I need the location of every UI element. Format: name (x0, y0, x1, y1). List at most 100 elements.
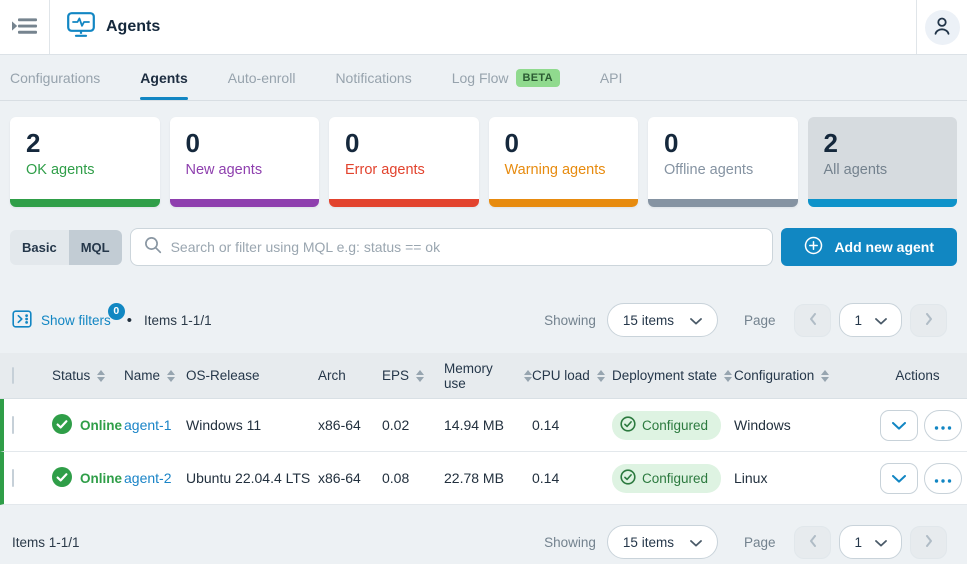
user-menu-button[interactable] (924, 9, 960, 45)
page-label: Page (743, 534, 776, 550)
column-header-configuration[interactable]: Configuration (734, 368, 880, 383)
deployment-state-badge: Configured (612, 463, 722, 493)
search-icon (144, 236, 162, 259)
chevron-down-icon (875, 313, 887, 328)
column-label: CPU load (532, 368, 590, 383)
list-footer: Items 1-1/1 Showing 15 items Page 1 (0, 505, 967, 559)
deployment-state-label: Configured (642, 417, 709, 433)
page-label: Page (743, 312, 776, 328)
actions-cell (880, 462, 962, 494)
stat-label: New agents (185, 161, 263, 178)
chevron-left-icon (809, 534, 817, 550)
agent-name-link[interactable]: agent-2 (124, 470, 172, 486)
column-header-actions: Actions (880, 368, 955, 383)
arch-cell: x86-64 (318, 470, 361, 486)
select-all-checkbox[interactable] (12, 367, 14, 384)
sort-icon (416, 369, 425, 382)
stat-card-warning-agents[interactable]: 0 Warning agents (488, 117, 638, 207)
tab-label: Auto-enroll (227, 69, 296, 86)
tab-log-flow[interactable]: Log Flow BETA (432, 55, 580, 100)
tab-agents[interactable]: Agents (120, 55, 207, 100)
configuration-cell: Windows (734, 417, 791, 433)
sort-icon (724, 369, 733, 382)
stat-color-bar (10, 199, 160, 207)
memory-use-cell: 14.94 MB (444, 417, 504, 433)
next-page-button[interactable] (910, 303, 947, 337)
stat-value: 2 (26, 128, 41, 158)
column-header-arch: Arch (318, 368, 382, 383)
previous-page-button[interactable] (794, 303, 832, 337)
column-label: EPS (382, 368, 410, 383)
stat-card-error-agents[interactable]: 0 Error agents (329, 117, 479, 207)
column-label: Arch (318, 368, 346, 383)
stat-card-all-agents[interactable]: 2 All agents (807, 117, 957, 207)
table-header-row: Status Name OS-Release Arch EPS Memory u… (0, 353, 967, 399)
sort-icon (167, 369, 176, 382)
search-input[interactable] (170, 239, 760, 255)
beta-badge: BETA (515, 68, 560, 87)
row-checkbox[interactable] (12, 469, 14, 487)
agent-name-link[interactable]: agent-1 (124, 417, 172, 433)
arch-cell: x86-64 (318, 417, 361, 433)
list-toolbar: Show filters 0 • Items 1-1/1 Showing 15 … (0, 266, 967, 337)
tab-bar: Configurations Agents Auto-enroll Notifi… (0, 55, 967, 101)
ellipsis-icon (934, 418, 952, 433)
stat-card-ok-agents[interactable]: 2 OK agents (10, 117, 160, 207)
avatar-wrap (916, 0, 967, 54)
expand-row-button[interactable] (880, 462, 918, 494)
check-circle-outline-icon (620, 415, 636, 435)
stat-label: All agents (823, 161, 888, 178)
chevron-down-icon (892, 418, 906, 433)
tab-notifications[interactable]: Notifications (315, 55, 431, 100)
check-circle-outline-icon (620, 468, 636, 488)
stat-card-offline-agents[interactable]: 0 Offline agents (648, 117, 798, 207)
page-number-select[interactable]: 1 (839, 525, 902, 559)
page-size-select[interactable]: 15 items (606, 303, 718, 337)
column-header-os-release: OS-Release (186, 368, 318, 383)
chevron-down-icon (892, 471, 906, 486)
user-icon (931, 15, 953, 40)
column-label: OS-Release (186, 368, 260, 383)
add-new-agent-label: Add new agent (834, 239, 934, 255)
page-size-value: 15 items (622, 312, 674, 328)
tab-configurations[interactable]: Configurations (2, 55, 120, 100)
column-header-eps[interactable]: EPS (382, 368, 444, 383)
mql-mode-button[interactable]: MQL (68, 229, 122, 265)
chevron-down-icon (690, 535, 702, 550)
tab-auto-enroll[interactable]: Auto-enroll (208, 55, 316, 100)
check-circle-icon (52, 413, 72, 437)
pagination-controls-top: Showing 15 items Page 1 (544, 303, 955, 337)
eps-cell: 0.02 (382, 417, 410, 433)
column-label: Memory use (444, 360, 493, 391)
deployment-state-label: Configured (642, 470, 709, 486)
eps-cell: 0.08 (382, 470, 410, 486)
previous-page-button[interactable] (794, 525, 832, 559)
row-actions-menu-button[interactable] (924, 462, 962, 494)
row-actions-menu-button[interactable] (924, 409, 962, 441)
show-filters-button[interactable]: Show filters 0 (12, 302, 125, 332)
monitor-pulse-icon (67, 11, 95, 43)
sidebar-toggle-button[interactable] (0, 0, 50, 54)
separator-bullet: • (126, 311, 133, 329)
configuration-cell: Linux (734, 470, 768, 486)
page-number-select[interactable]: 1 (839, 303, 902, 337)
status-label: Online (80, 417, 123, 433)
column-header-memory-use[interactable]: Memory use (444, 361, 532, 391)
column-header-cpu-load[interactable]: CPU load (532, 368, 612, 383)
basic-mode-button[interactable]: Basic (10, 229, 69, 265)
column-label: Deployment state (612, 368, 718, 383)
stat-color-bar (329, 199, 479, 207)
tab-api[interactable]: API (580, 55, 643, 100)
row-checkbox[interactable] (12, 416, 14, 434)
next-page-button[interactable] (910, 525, 947, 559)
chevron-right-icon (925, 312, 933, 328)
search-mode-toggle: Basic MQL (10, 229, 122, 265)
column-header-name[interactable]: Name (124, 368, 186, 383)
add-new-agent-button[interactable]: Add new agent (781, 228, 957, 266)
column-header-deployment-state[interactable]: Deployment state (612, 368, 734, 383)
column-header-status[interactable]: Status (52, 368, 124, 383)
stat-card-new-agents[interactable]: 0 New agents (169, 117, 319, 207)
page-size-select[interactable]: 15 items (606, 525, 718, 559)
memory-use-cell: 22.78 MB (444, 470, 504, 486)
expand-row-button[interactable] (880, 409, 918, 441)
